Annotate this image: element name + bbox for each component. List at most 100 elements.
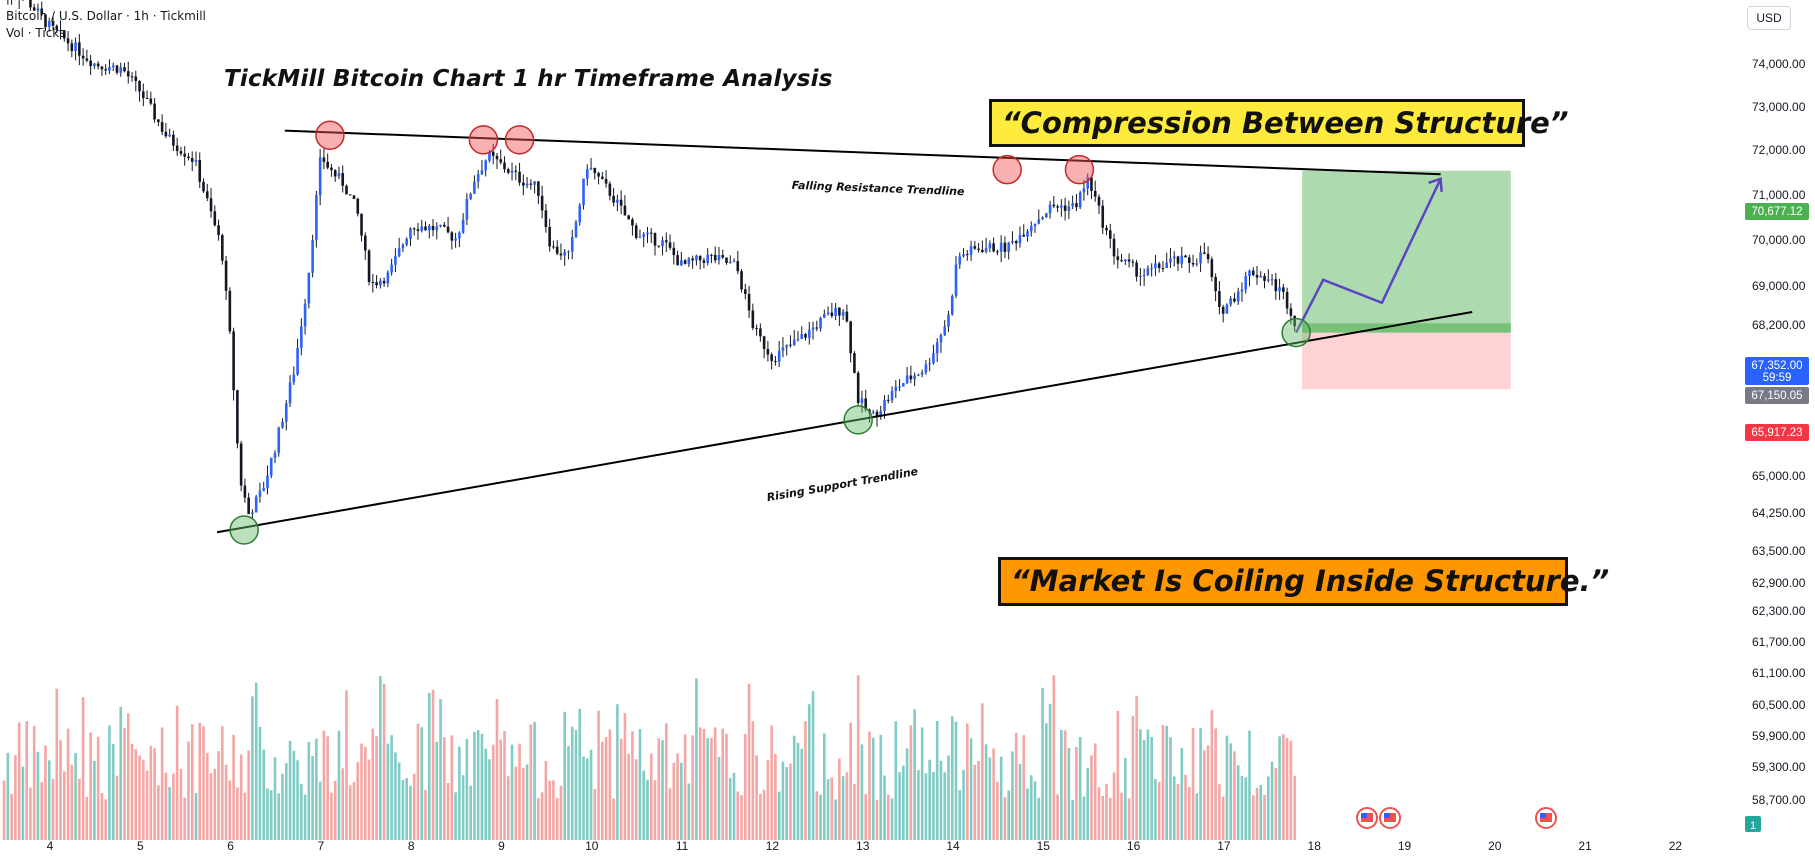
candle-body bbox=[823, 314, 826, 318]
volume-bar bbox=[950, 716, 954, 840]
currency-button[interactable]: USD bbox=[1747, 6, 1791, 30]
volume-bar bbox=[706, 738, 709, 840]
volume-bar bbox=[416, 723, 420, 840]
volume-bar bbox=[1172, 776, 1176, 840]
candle-body bbox=[1221, 306, 1225, 314]
candle-body bbox=[356, 198, 360, 214]
candle-body bbox=[849, 321, 852, 354]
candle-body bbox=[1282, 287, 1285, 292]
volume-bar bbox=[1097, 787, 1101, 840]
volume-bar bbox=[1210, 709, 1214, 840]
volume-bar bbox=[981, 703, 984, 840]
candle-body bbox=[585, 169, 589, 179]
candle-body bbox=[623, 205, 627, 216]
volume-bar bbox=[567, 746, 570, 840]
volume-bar bbox=[856, 675, 860, 840]
candle-body bbox=[172, 134, 175, 146]
candle-body bbox=[1180, 255, 1184, 264]
candle-body bbox=[1214, 276, 1217, 292]
volume-bar bbox=[213, 768, 217, 840]
candle-body bbox=[258, 490, 262, 497]
candle-body bbox=[160, 122, 164, 132]
volume-bar bbox=[281, 773, 284, 840]
volume-bar bbox=[1214, 728, 1217, 840]
time-tick-label: 22 bbox=[1669, 839, 1683, 853]
candle-body bbox=[401, 244, 405, 249]
candle-body bbox=[266, 475, 269, 489]
candle-body bbox=[198, 160, 202, 182]
volume-bar bbox=[589, 749, 593, 840]
candle-body bbox=[1093, 190, 1097, 197]
volume-bar bbox=[755, 755, 758, 840]
time-axis[interactable]: 4 5 6 7 8 9 10 11 12 13 14 15 16 17 18 19 20 21 22 bbox=[47, 839, 1683, 853]
volume-legend[interactable]: Vol · Ticks bbox=[6, 26, 66, 40]
position-tool[interactable] bbox=[1302, 170, 1511, 390]
time-tick-label: 19 bbox=[1398, 839, 1412, 853]
candle-body bbox=[32, 7, 36, 11]
volume-bar bbox=[461, 775, 465, 840]
swing-high-marker bbox=[468, 125, 499, 155]
time-tick-label: 18 bbox=[1308, 839, 1322, 853]
time-tick-label: 5 bbox=[137, 839, 144, 853]
candle-body bbox=[1067, 206, 1071, 211]
candle-body bbox=[307, 272, 311, 304]
candle-body bbox=[706, 254, 709, 263]
volume-bar bbox=[860, 744, 864, 840]
candle-body bbox=[702, 260, 706, 263]
volume-bar bbox=[236, 787, 239, 840]
support-label: Rising Support Trendline bbox=[766, 465, 920, 504]
volume-bar bbox=[149, 745, 153, 840]
volume-bar bbox=[450, 735, 454, 840]
candle-body bbox=[785, 344, 788, 348]
volume-bar bbox=[14, 755, 17, 840]
candle-body bbox=[303, 303, 307, 327]
candle-body bbox=[262, 488, 266, 491]
candle-body bbox=[1078, 192, 1082, 208]
candle-body bbox=[194, 160, 198, 162]
volume-bar bbox=[1093, 743, 1097, 840]
candle-body bbox=[62, 30, 66, 39]
candle-body bbox=[834, 307, 837, 317]
volume-bar bbox=[1233, 751, 1236, 840]
candle-body bbox=[582, 178, 585, 206]
candle-body bbox=[559, 253, 563, 256]
candle-body bbox=[1240, 289, 1244, 292]
volume-bar bbox=[1108, 797, 1112, 840]
candle-body bbox=[540, 195, 544, 211]
candle-body bbox=[296, 347, 299, 375]
candle-body bbox=[454, 238, 457, 241]
candle-body bbox=[811, 327, 815, 330]
candle-body bbox=[1270, 279, 1274, 281]
time-tick-label: 17 bbox=[1217, 839, 1231, 853]
candle-body bbox=[134, 76, 138, 81]
timezone-badge[interactable]: 1 bbox=[1745, 816, 1761, 832]
candle-body bbox=[917, 374, 920, 376]
event-flags[interactable] bbox=[1356, 807, 1557, 829]
volume-bar bbox=[807, 704, 811, 840]
volume-bar bbox=[420, 727, 424, 840]
volume-bar bbox=[796, 742, 800, 840]
candle-body bbox=[157, 119, 160, 123]
candle-body bbox=[115, 65, 119, 73]
volume-bar bbox=[70, 764, 74, 840]
candle-body bbox=[1274, 279, 1278, 292]
volume-bar bbox=[996, 781, 999, 840]
candle-body bbox=[864, 398, 868, 410]
candle-body bbox=[1120, 260, 1123, 262]
time-tick-label: 7 bbox=[318, 839, 325, 853]
symbol-legend[interactable]: Bitcoin / U.S. Dollar · 1h · Tickmill bbox=[6, 9, 206, 23]
candle-body bbox=[390, 264, 393, 273]
candle-body bbox=[860, 398, 864, 404]
candle-body bbox=[962, 254, 965, 257]
candle-body bbox=[209, 198, 213, 212]
candle-body bbox=[1248, 270, 1251, 277]
candle-body bbox=[1233, 298, 1236, 302]
volume-bar bbox=[943, 772, 947, 840]
candle-body bbox=[499, 159, 503, 163]
volume-bar bbox=[491, 744, 495, 840]
swing-low-marker bbox=[843, 405, 873, 435]
volume-bar bbox=[1263, 794, 1266, 840]
price-tick-label: 62,900.00 bbox=[1752, 576, 1806, 590]
time-tick-label: 6 bbox=[227, 839, 234, 853]
